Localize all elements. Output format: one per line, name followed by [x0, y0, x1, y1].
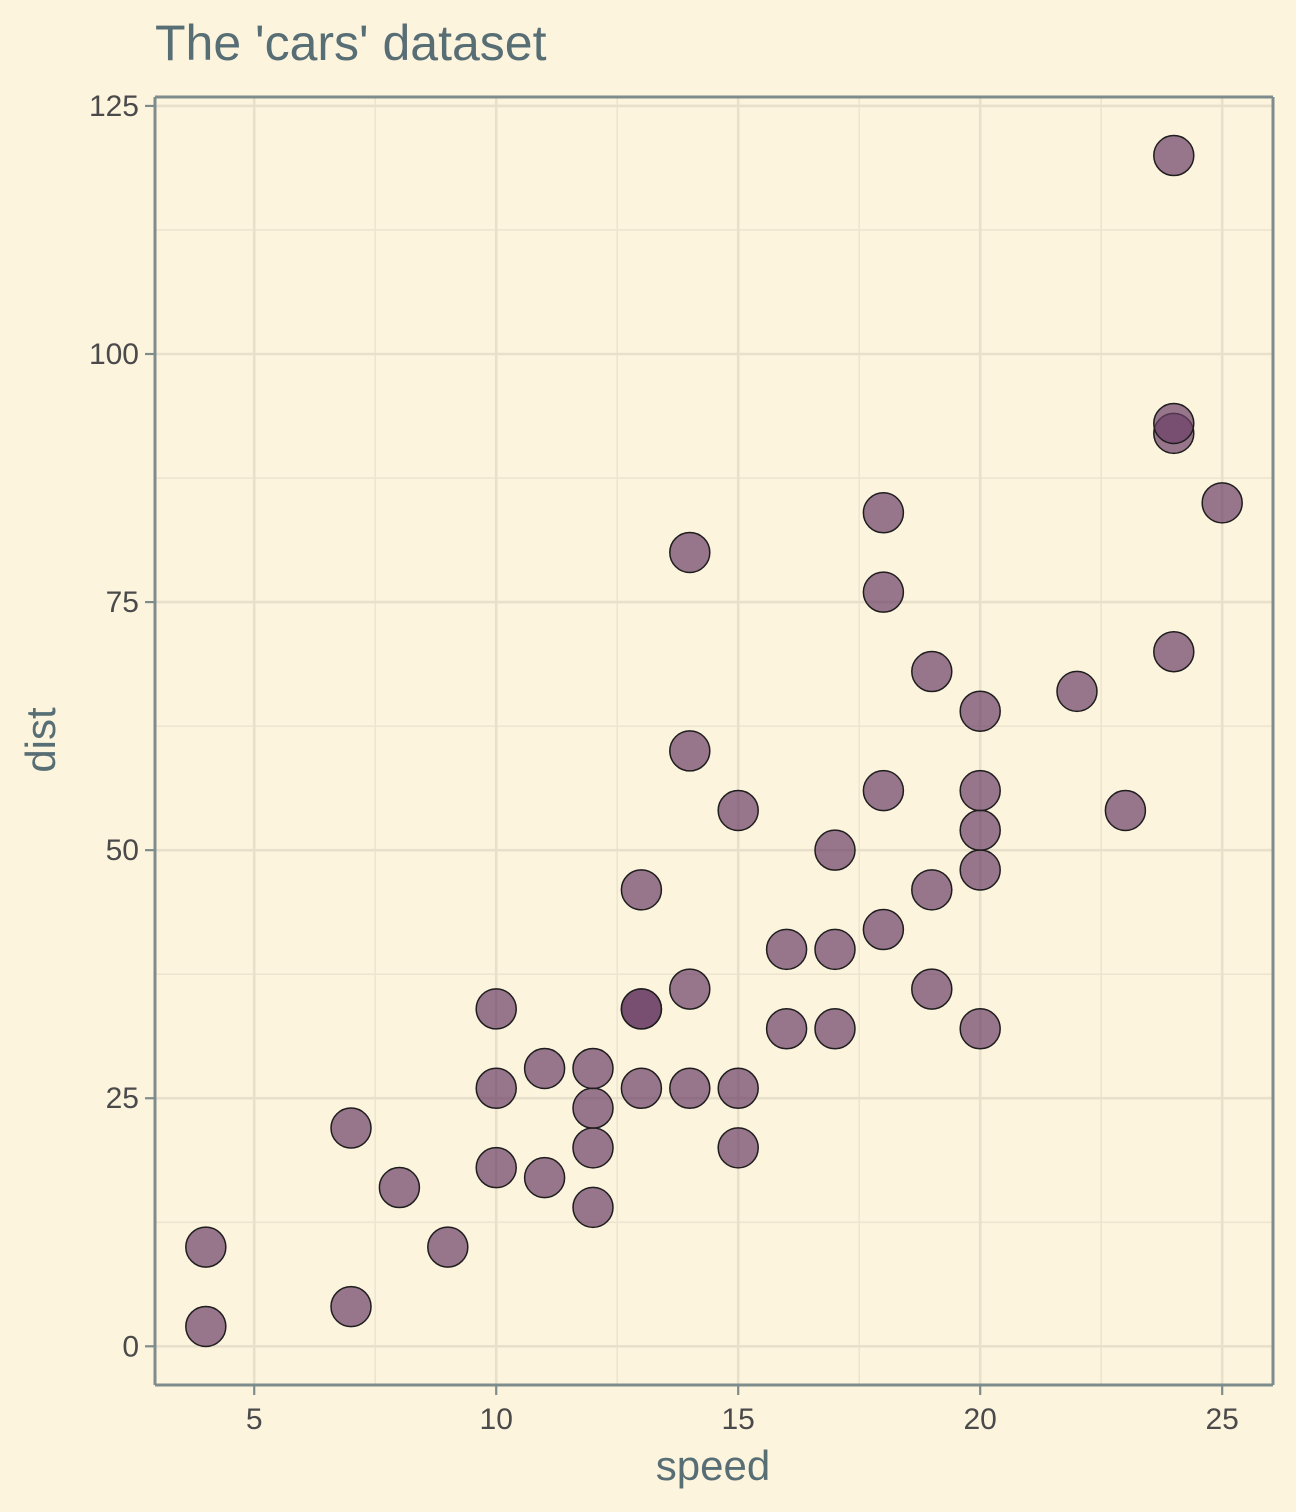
data-point: [1056, 670, 1098, 713]
y-tick-label: 100: [89, 338, 139, 371]
data-point: [1104, 789, 1147, 832]
data-point: [911, 869, 953, 911]
data-point: [523, 1047, 566, 1090]
data-point: [620, 869, 663, 911]
data-point: [475, 1067, 517, 1110]
data-point: [620, 988, 663, 1030]
data-point: [717, 1067, 759, 1110]
y-tick-label: 75: [106, 586, 139, 619]
data-point: [669, 968, 711, 1010]
data-point: [959, 849, 1001, 891]
data-point: [814, 928, 856, 971]
y-tick-label: 0: [122, 1330, 139, 1363]
data-point: [572, 1127, 614, 1169]
data-point: [523, 1156, 566, 1199]
data-point: [765, 928, 808, 971]
data-points: [185, 134, 1243, 1348]
data-point: [717, 789, 759, 832]
data-point: [475, 1146, 517, 1189]
data-point: [911, 968, 953, 1010]
data-point: [959, 769, 1001, 812]
major-grid: [155, 97, 1273, 1385]
data-point: [330, 1285, 372, 1328]
data-point: [959, 690, 1001, 732]
data-point: [620, 1067, 663, 1110]
data-point: [911, 650, 953, 693]
x-tick-label: 15: [722, 1403, 755, 1436]
data-point: [959, 809, 1001, 852]
data-point: [669, 1067, 711, 1110]
data-point: [1153, 630, 1195, 673]
data-point: [427, 1226, 469, 1268]
data-point: [862, 571, 905, 613]
data-point: [717, 1127, 759, 1169]
y-axis-ticks: 0 25 50 75 100 125: [89, 90, 155, 1363]
data-point: [185, 1305, 227, 1348]
data-point: [862, 769, 905, 812]
data-point: [862, 492, 905, 534]
data-point: [1153, 134, 1195, 177]
data-point: [475, 988, 517, 1030]
data-point: [814, 829, 856, 871]
data-point: [378, 1166, 421, 1209]
data-point: [959, 1008, 1001, 1050]
y-tick-label: 50: [106, 834, 139, 867]
x-tick-label: 5: [246, 1403, 263, 1436]
data-point: [814, 1008, 856, 1050]
x-axis-title: speed: [656, 1442, 770, 1489]
y-tick-label: 125: [89, 90, 139, 123]
x-tick-label: 10: [480, 1403, 513, 1436]
x-axis-ticks: 5 10 15 20 25: [246, 1385, 1239, 1436]
data-point: [572, 1087, 614, 1129]
chart-title: The 'cars' dataset: [155, 15, 547, 71]
data-point: [572, 1186, 614, 1229]
data-point: [572, 1047, 614, 1090]
data-point: [765, 1008, 808, 1050]
y-tick-label: 25: [106, 1082, 139, 1115]
data-point: [862, 908, 905, 951]
x-tick-label: 20: [964, 1403, 997, 1436]
data-point: [185, 1226, 227, 1268]
data-point: [1201, 482, 1243, 524]
y-axis-title: dist: [17, 707, 64, 773]
minor-grid: [155, 97, 1273, 1385]
data-point: [669, 531, 711, 574]
data-point: [1153, 402, 1195, 445]
data-point: [330, 1107, 372, 1149]
x-tick-label: 25: [1205, 1403, 1238, 1436]
data-point: [669, 730, 711, 772]
